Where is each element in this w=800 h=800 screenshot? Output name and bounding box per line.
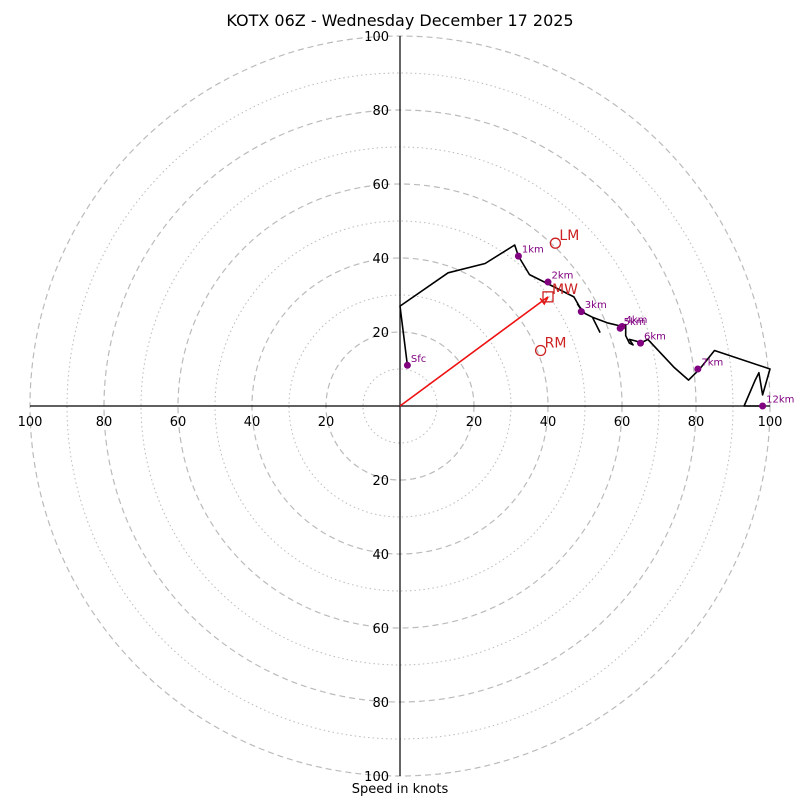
height-label-4km: 4km bbox=[626, 315, 648, 326]
y-tick-label: 60 bbox=[372, 178, 389, 193]
lm-label: LM bbox=[559, 228, 579, 244]
height-label-6km: 6km bbox=[644, 332, 666, 343]
x-tick-label: 100 bbox=[18, 415, 43, 430]
height-label-7km: 7km bbox=[701, 358, 723, 369]
x-tick-label: 40 bbox=[244, 415, 261, 430]
height-marker-5km bbox=[616, 324, 624, 332]
mw-marker bbox=[542, 291, 554, 303]
y-tick-label: 100 bbox=[364, 30, 389, 45]
height-marker-sfc bbox=[403, 361, 411, 369]
y-tick-label: 80 bbox=[372, 104, 389, 119]
height-label-sfc: Sfc bbox=[411, 354, 426, 365]
x-tick-label: 20 bbox=[466, 415, 483, 430]
y-tick-label: 60 bbox=[372, 622, 389, 637]
height-marker-2km bbox=[544, 278, 552, 286]
y-tick-label: 20 bbox=[372, 326, 389, 341]
y-tick-label: 80 bbox=[372, 696, 389, 711]
rm-label: RM bbox=[545, 336, 567, 352]
y-tick-label: 20 bbox=[372, 474, 389, 489]
storm-motion-markers: LM MW RM bbox=[534, 228, 579, 357]
height-marker-6km bbox=[637, 339, 644, 347]
y-tick-label: 100 bbox=[364, 770, 389, 785]
height-label-5km: 5km bbox=[624, 317, 646, 328]
storm-motion-vector bbox=[399, 296, 549, 407]
storm-motion-arrowhead bbox=[539, 296, 549, 306]
height-label-3km: 3km bbox=[585, 300, 607, 311]
height-label-1km: 1km bbox=[522, 245, 544, 256]
x-tick-label: 80 bbox=[96, 415, 113, 430]
mw-label: MW bbox=[552, 282, 578, 298]
height-marker-7km bbox=[694, 365, 702, 373]
height-label-12km: 12km bbox=[766, 395, 794, 406]
storm-motion-line bbox=[399, 296, 549, 407]
y-tick-label: 40 bbox=[372, 548, 389, 563]
y-tick-label: 40 bbox=[372, 252, 389, 267]
rm-marker bbox=[534, 344, 547, 357]
x-tick-label: 100 bbox=[758, 415, 783, 430]
hodograph-line bbox=[399, 244, 771, 407]
x-tick-label: 80 bbox=[688, 415, 705, 430]
height-label-2km: 2km bbox=[552, 271, 574, 282]
x-tick-label: 40 bbox=[540, 415, 557, 430]
height-marker-1km bbox=[514, 252, 522, 260]
x-tick-label: 60 bbox=[614, 415, 631, 430]
x-tick-label: 60 bbox=[170, 415, 187, 430]
height-marker-12km bbox=[759, 402, 767, 410]
lm-marker bbox=[549, 237, 562, 249]
height-marker-3km bbox=[577, 308, 585, 316]
speed-axis-label: Speed in knots bbox=[351, 782, 449, 797]
hodograph-profile bbox=[399, 244, 771, 407]
x-tick-label: 20 bbox=[318, 415, 335, 430]
tick-labels: 20 20 20 20 40 40 40 40 60 60 60 60 80 80 80 80 100 100 10… bbox=[18, 30, 783, 785]
chart-title: KOTX 06Z - Wednesday December 17 2025 bbox=[226, 11, 574, 30]
